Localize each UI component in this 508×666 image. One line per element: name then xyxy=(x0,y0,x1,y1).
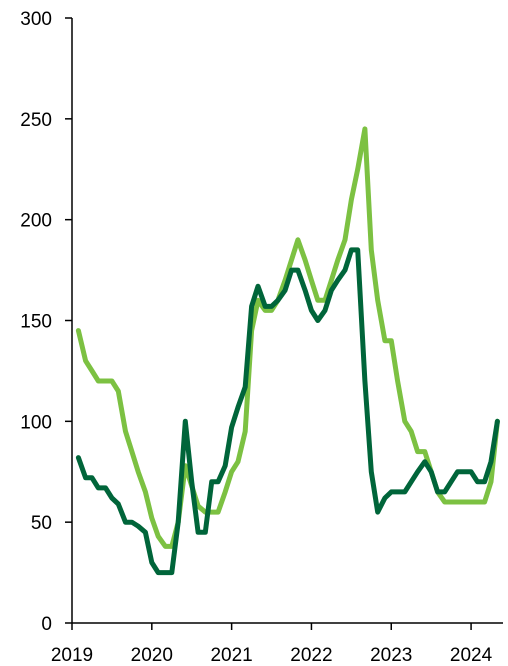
x-tick-label: 2022 xyxy=(290,645,332,666)
x-tick-label: 2019 xyxy=(51,645,93,666)
x-tick-label: 2024 xyxy=(450,645,493,666)
series-group xyxy=(75,126,500,576)
y-tick-label: 150 xyxy=(20,312,52,333)
y-axis: 0 50 100 150 200 250 300 xyxy=(20,9,73,635)
x-tick-label: 2021 xyxy=(210,645,252,666)
x-tick-label: 2023 xyxy=(370,645,412,666)
y-tick-label: 200 xyxy=(20,211,52,232)
series-line-1 xyxy=(75,126,500,549)
series-line-2 xyxy=(75,247,500,576)
x-tick-label: 2020 xyxy=(131,645,173,666)
y-tick-label: 250 xyxy=(20,110,52,131)
y-tick-label: 300 xyxy=(20,9,52,30)
y-tick-label: 100 xyxy=(20,412,52,433)
x-axis: 2019 2020 2021 2022 2023 2024 xyxy=(51,622,503,666)
y-tick-label: 0 xyxy=(41,614,52,635)
y-tick-label: 50 xyxy=(31,513,52,534)
